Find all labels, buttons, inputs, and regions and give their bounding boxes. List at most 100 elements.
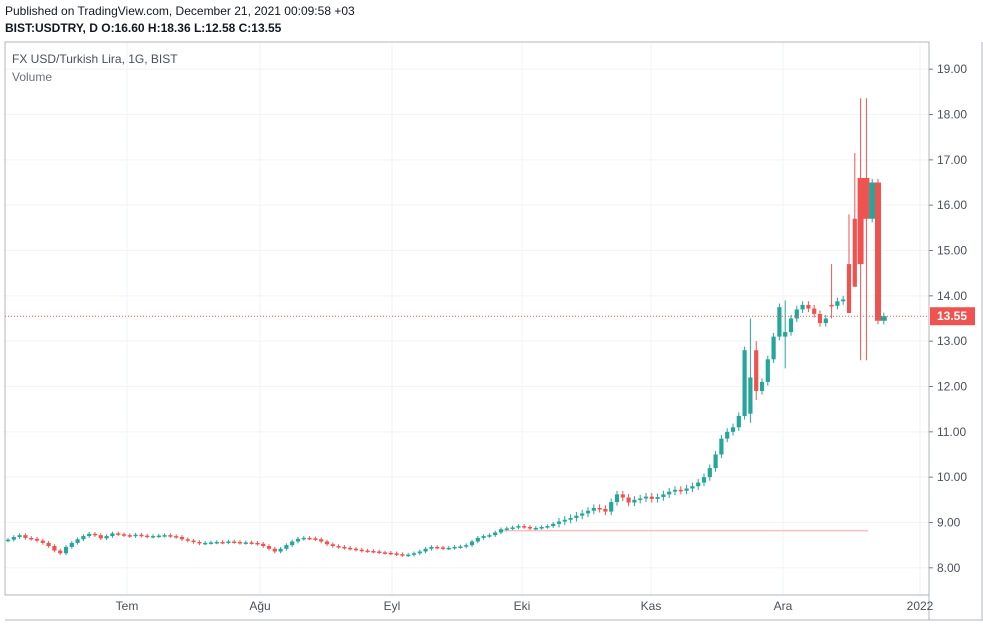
candle-body: [684, 488, 689, 491]
candle-body: [701, 477, 707, 483]
candle-body: [52, 546, 57, 551]
candle-up: [556, 517, 562, 528]
time-tick-label: Eyl: [384, 599, 401, 613]
candle-body: [353, 548, 359, 551]
candle-up: [672, 486, 678, 496]
candle-up: [133, 532, 138, 538]
candle-body: [23, 535, 28, 538]
candle-down: [394, 551, 399, 557]
candle-up: [880, 312, 887, 325]
candle-up: [667, 488, 672, 498]
candle-up: [777, 303, 782, 341]
candle-up: [719, 434, 724, 459]
candle-down: [168, 533, 173, 538]
candle-down: [34, 536, 40, 543]
candle-down: [527, 525, 533, 531]
candle-down: [377, 549, 382, 555]
candle-down: [52, 544, 57, 553]
time-tick-label: Ağu: [249, 599, 270, 613]
last-price-label: 13.55: [937, 309, 967, 323]
candle-body: [597, 507, 602, 510]
candle-up: [730, 423, 736, 436]
candle-up: [725, 428, 730, 443]
candle-body: [295, 538, 301, 542]
candle-up: [869, 178, 876, 223]
candle-body: [800, 304, 805, 310]
candle-down: [116, 531, 121, 537]
candle-up: [539, 525, 544, 530]
candle-up: [63, 545, 69, 556]
candle-down: [435, 545, 440, 550]
candle-body: [725, 431, 730, 439]
candle-body: [620, 494, 625, 498]
candle-up: [516, 524, 521, 530]
candle-body: [11, 536, 16, 540]
candle-body: [487, 535, 492, 537]
candle-up: [562, 516, 567, 526]
candle-body: [522, 526, 527, 528]
candle-up: [214, 540, 219, 545]
candle-body: [284, 545, 289, 549]
candle-body: [365, 550, 370, 553]
candle-up: [707, 464, 712, 481]
candle-down: [336, 544, 341, 549]
candle-body: [330, 544, 335, 547]
candle-body: [324, 541, 330, 545]
candle-down: [197, 540, 202, 546]
candle-up: [284, 543, 289, 551]
candle-down: [388, 551, 393, 556]
candle-body: [742, 350, 747, 416]
candle-body: [539, 527, 544, 529]
price-tick-label: 15.00: [937, 244, 967, 258]
candle-body: [841, 299, 846, 302]
candle-down: [365, 548, 370, 553]
candle-body: [869, 182, 876, 219]
candle-down: [846, 214, 852, 314]
candle-body: [696, 482, 701, 487]
candle-body: [574, 515, 579, 518]
candle-body: [568, 517, 573, 520]
last-price-line: 13.55: [5, 307, 975, 326]
candle-body: [342, 546, 347, 549]
candle-down: [620, 490, 625, 502]
candle-down: [40, 538, 45, 545]
candle-body: [313, 538, 318, 540]
candle-body: [730, 427, 736, 432]
candle-up: [713, 450, 718, 472]
candle-up: [783, 300, 788, 369]
candle-body: [759, 381, 765, 392]
candle-body: [458, 546, 463, 548]
candle-body: [707, 468, 712, 478]
price-tick-label: 11.00: [937, 425, 966, 439]
candle-body: [498, 529, 504, 533]
candle-body: [556, 521, 562, 524]
candle-body: [168, 535, 173, 537]
candle-up: [493, 530, 498, 537]
candle-up: [81, 534, 86, 542]
candle-body: [481, 536, 486, 538]
candle-body: [150, 536, 156, 538]
candle-up: [765, 355, 770, 386]
candle-body: [880, 316, 887, 321]
price-tick-label: 12.00: [937, 379, 967, 393]
candle-down: [139, 532, 144, 538]
candle-body: [208, 542, 214, 544]
candle-up: [301, 536, 306, 541]
candle-body: [713, 454, 718, 469]
time-axis-labels: Tem Ağu Eyl Eki Kas Ara 2022: [116, 599, 934, 613]
candle-body: [319, 539, 324, 542]
candle-body: [852, 218, 857, 287]
candle-body: [29, 537, 34, 540]
candle-body: [255, 542, 260, 545]
candle-body: [17, 535, 22, 537]
candle-up: [591, 504, 596, 515]
candle-body: [301, 537, 306, 540]
candle-up: [696, 478, 701, 490]
candle-down: [817, 310, 823, 327]
candle-down: [626, 493, 631, 507]
candle-body: [794, 309, 799, 319]
candle-body: [812, 308, 817, 314]
candle-body: [162, 535, 167, 537]
candle-down: [806, 301, 811, 313]
